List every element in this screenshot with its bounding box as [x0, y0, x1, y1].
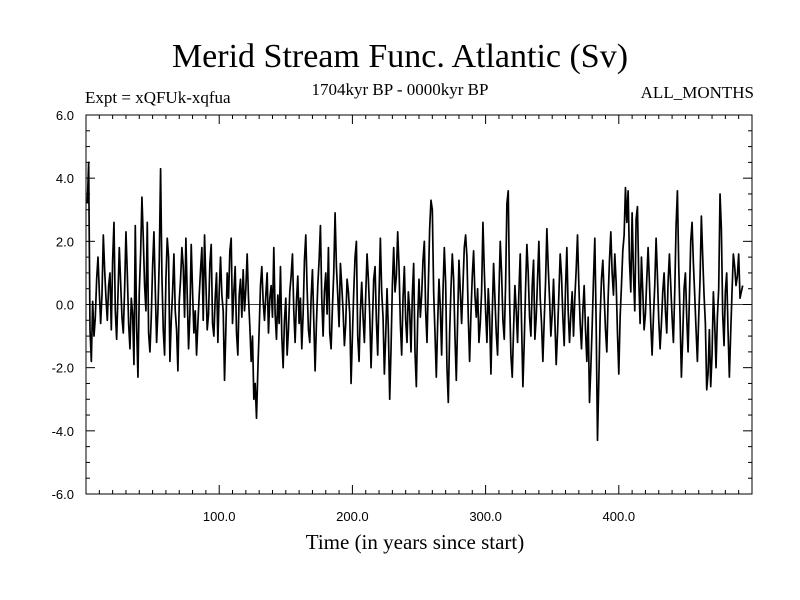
- y-tick-label: 6.0: [56, 108, 74, 123]
- x-tick-label: 100.0: [203, 509, 236, 524]
- chart-title: Merid Stream Func. Atlantic (Sv): [171, 38, 629, 75]
- y-tick-label: 0.0: [56, 298, 74, 313]
- x-tick-label: 300.0: [469, 509, 502, 524]
- series-line: [86, 161, 744, 442]
- x-tick-label: 200.0: [336, 509, 369, 524]
- axis-ticks: 100.0 200.0 300.0 400.0 -6.0 -4.0 -2.0 0.0 2.0 4.…: [52, 108, 752, 524]
- y-tick-label: -6.0: [52, 487, 74, 502]
- y-tick-label: 4.0: [56, 171, 74, 186]
- y-tick-label: -2.0: [52, 361, 74, 376]
- x-tick-label: 400.0: [603, 509, 636, 524]
- x-axis-label: Time (in years since start): [305, 530, 525, 554]
- experiment-label: Expt = xQFUk-xqfua: [85, 88, 231, 107]
- y-tick-label: -4.0: [52, 424, 74, 439]
- y-tick-label: 2.0: [56, 234, 74, 249]
- period-label: 1704kyr BP - 0000kyr BP: [311, 80, 489, 99]
- months-label: ALL_MONTHS: [640, 83, 754, 102]
